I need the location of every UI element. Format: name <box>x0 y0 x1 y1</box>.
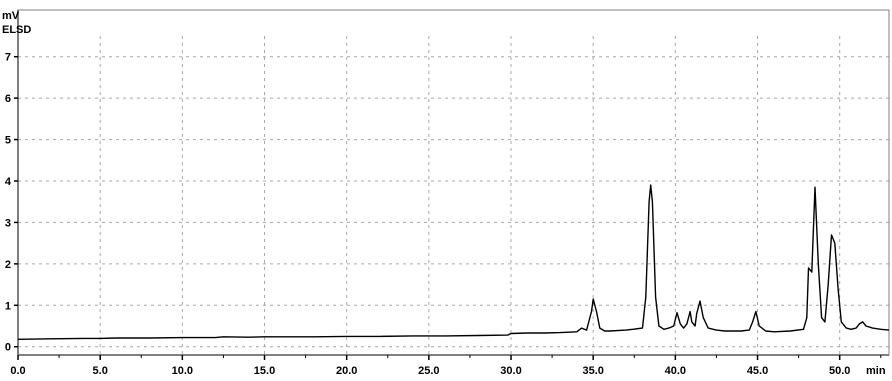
x-axis-unit-label: min <box>866 365 886 377</box>
y-tick-label: 6 <box>5 93 11 105</box>
plot-frame <box>17 9 890 356</box>
x-tick-label: 20.0 <box>336 365 357 377</box>
y-tick-label: 1 <box>5 300 11 312</box>
y-tick-label: 0 <box>5 342 11 354</box>
series-layer <box>17 184 890 340</box>
y-axis-unit-label: mV <box>2 10 20 22</box>
y-tick-label: 2 <box>5 259 11 271</box>
x-tick-label: 45.0 <box>747 365 768 377</box>
x-tick-label: 25.0 <box>418 365 439 377</box>
grid-lines <box>18 36 889 355</box>
y-tick-label: 7 <box>5 52 11 64</box>
series-line <box>17 184 890 340</box>
x-tick-label: 10.0 <box>172 365 193 377</box>
y-tick-label: 4 <box>5 176 12 188</box>
x-tick-label: 5.0 <box>93 365 108 377</box>
axis-ticks: 0 1 2 3 4 5 6 7 0.0 5.0 10.0 15.0 20.0 25.0 30.0 35.0 40… <box>5 52 882 377</box>
x-tick-label: 30.0 <box>500 365 521 377</box>
x-tick-label: 35.0 <box>582 365 603 377</box>
y-tick-label: 5 <box>5 135 11 147</box>
y-tick-label: 3 <box>5 217 11 229</box>
x-tick-label: 50.0 <box>829 365 850 377</box>
x-tick-label: 40.0 <box>665 365 686 377</box>
axes <box>17 9 890 356</box>
x-tick-label: 15.0 <box>254 365 275 377</box>
detector-label: ELSD <box>2 24 31 36</box>
x-tick-label: 0.0 <box>10 365 25 377</box>
